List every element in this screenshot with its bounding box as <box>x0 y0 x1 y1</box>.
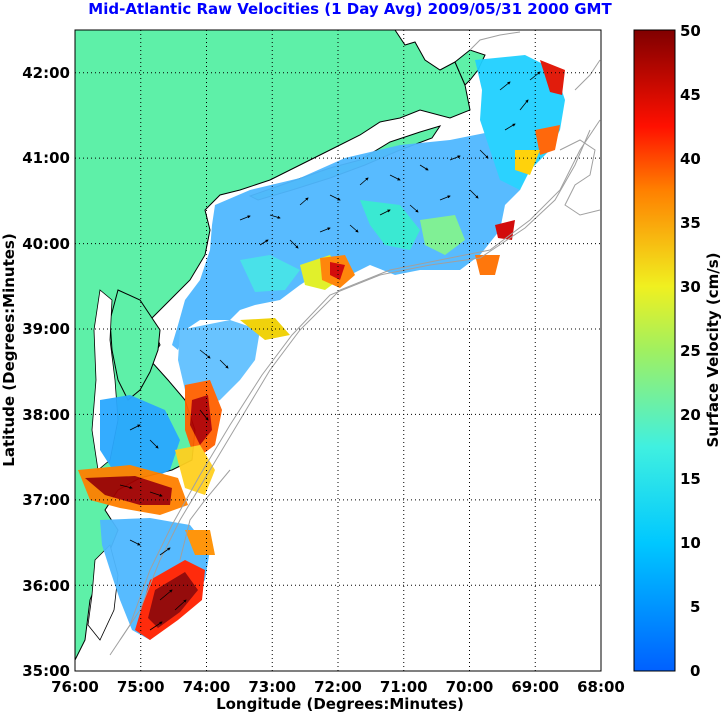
x-tick: 71:00 <box>380 678 428 696</box>
colorbar-tick: 10 <box>680 534 701 552</box>
colorbar-tick: 30 <box>680 278 701 296</box>
colorbar-label: Surface Velocity (cm/s) <box>704 252 722 447</box>
y-tick: 37:00 <box>22 491 70 509</box>
colorbar <box>633 29 676 672</box>
x-tick: 74:00 <box>183 678 231 696</box>
velocity-vectors <box>119 71 541 631</box>
map-title: Mid-Atlantic Raw Velocities (1 Day Avg) … <box>88 0 612 18</box>
delmarva-peninsula <box>109 289 161 401</box>
velocity-field <box>78 55 565 640</box>
colorbar-tick: 20 <box>680 406 701 424</box>
x-tick: 68:00 <box>577 678 625 696</box>
y-tick: 36:00 <box>22 577 70 595</box>
colorbar-tick: 35 <box>680 214 701 232</box>
bathymetry-contours <box>109 31 601 656</box>
colorbar-tick: 50 <box>680 22 701 40</box>
x-tick: 72:00 <box>314 678 362 696</box>
x-tick: 73:00 <box>248 678 296 696</box>
y-tick: 42:00 <box>22 64 70 82</box>
y-tick: 39:00 <box>22 320 70 338</box>
colorbar-tick: 15 <box>680 470 701 488</box>
x-tick-labels: 76:00 75:00 74:00 73:00 72:00 71:00 70:0… <box>51 678 625 696</box>
y-tick-labels: 42:00 41:00 40:00 39:00 38:00 37:00 36:0… <box>22 64 70 680</box>
x-tick: 75:00 <box>117 678 165 696</box>
y-tick: 38:00 <box>22 406 70 424</box>
grid-lines <box>75 30 601 671</box>
x-tick: 69:00 <box>511 678 559 696</box>
colorbar-tick: 25 <box>680 342 701 360</box>
x-tick: 70:00 <box>446 678 494 696</box>
y-tick: 41:00 <box>22 149 70 167</box>
colorbar-tick: 40 <box>680 150 701 168</box>
y-tick: 35:00 <box>22 662 70 680</box>
colorbar-tick-labels: 50 45 40 35 30 25 20 15 10 5 0 <box>680 22 701 680</box>
plot-frame <box>74 29 602 672</box>
y-tick: 40:00 <box>22 235 70 253</box>
colorbar-tick: 45 <box>680 86 701 104</box>
colorbar-tick: 5 <box>690 598 700 616</box>
colorbar-tick: 0 <box>690 662 700 680</box>
x-tick: 76:00 <box>51 678 99 696</box>
y-axis-label: Latitude (Degrees:Minutes) <box>0 233 18 466</box>
x-axis-label: Longitude (Degrees:Minutes) <box>216 695 464 713</box>
